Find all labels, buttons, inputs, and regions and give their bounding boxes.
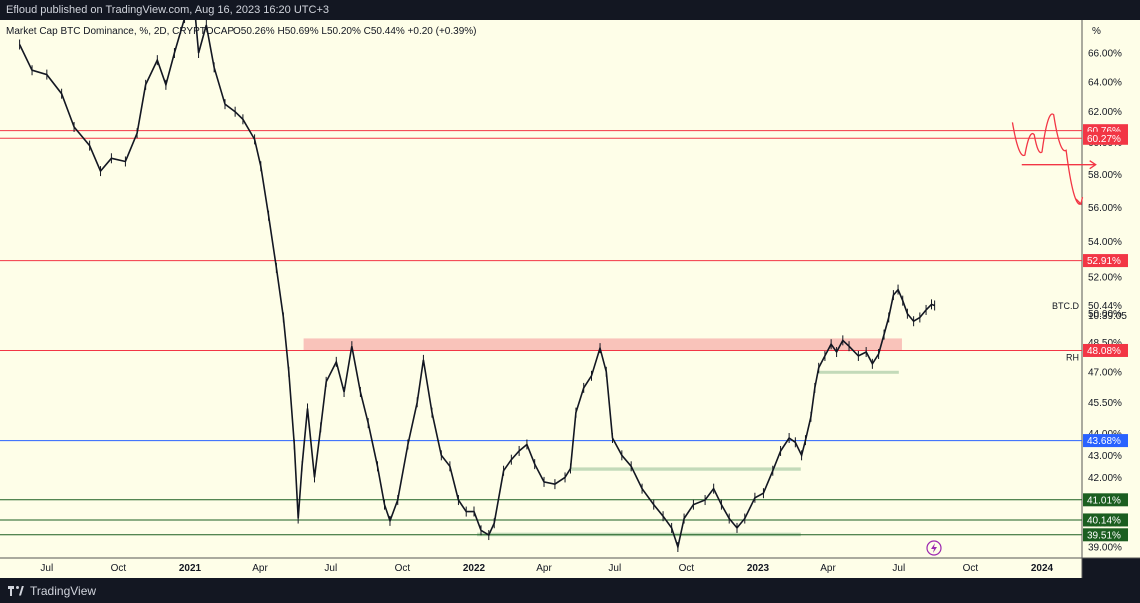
x-tick-label: Jul bbox=[892, 563, 905, 574]
x-tick-label: 2022 bbox=[463, 563, 486, 574]
x-tick-label: Apr bbox=[252, 563, 268, 574]
level-price-label: 48.08% bbox=[1087, 346, 1121, 357]
level-price-tag bbox=[1083, 513, 1128, 527]
y-tick-label: 62.00% bbox=[1088, 107, 1122, 118]
lightning-icon[interactable] bbox=[926, 540, 942, 556]
footer-bar: TradingView bbox=[0, 578, 1140, 603]
projection-arrowhead bbox=[1075, 196, 1084, 206]
published-line: Efloud published on TradingView.com, Aug… bbox=[0, 0, 1140, 20]
y-tick-label: 45.50% bbox=[1088, 398, 1122, 409]
y-tick-label: 39.00% bbox=[1088, 543, 1122, 554]
x-tick-label: Jul bbox=[608, 563, 621, 574]
x-tick-label: Oct bbox=[679, 563, 695, 574]
plot-background bbox=[0, 20, 1082, 558]
projection-path bbox=[1011, 113, 1082, 205]
y-tick-label: 54.00% bbox=[1088, 237, 1122, 248]
x-tick-label: Jul bbox=[40, 563, 53, 574]
zone-rect bbox=[817, 370, 899, 374]
level-price-label: 39.51% bbox=[1087, 530, 1121, 541]
level-price-label: 41.01% bbox=[1087, 495, 1121, 506]
level-price-label: 43.68% bbox=[1087, 436, 1121, 447]
x-tick-label: 2023 bbox=[747, 563, 770, 574]
x-tick-label: Apr bbox=[536, 563, 552, 574]
legend-ohlc: O50.26% H50.69% L50.20% C50.44% +0.20 (+… bbox=[233, 26, 477, 37]
y-tick-label: 58.00% bbox=[1088, 170, 1122, 181]
x-tick-label: Jul bbox=[324, 563, 337, 574]
level-price-tag bbox=[1083, 131, 1128, 145]
level-price-label: 40.14% bbox=[1087, 515, 1121, 526]
zone-rect bbox=[570, 467, 801, 471]
level-price-label: 60.76% bbox=[1087, 126, 1121, 137]
y-tick-label: 47.00% bbox=[1088, 367, 1122, 378]
tradingview-logo-icon bbox=[8, 585, 24, 596]
countdown-label: 10:39:05 bbox=[1088, 311, 1127, 322]
y-tick-label: 56.00% bbox=[1088, 203, 1122, 214]
level-price-tag bbox=[1083, 343, 1128, 357]
level-price-tag bbox=[1083, 493, 1128, 507]
y-tick-label: 64.00% bbox=[1088, 77, 1122, 88]
level-price-tag bbox=[1083, 254, 1128, 268]
last-price-label: 50.44% bbox=[1088, 301, 1122, 312]
projection-target-arrowhead bbox=[1089, 160, 1097, 170]
chart-area[interactable]: 66.00%64.00%62.00%60.00%58.00%56.00%54.0… bbox=[0, 0, 1140, 578]
level-price-tag bbox=[1083, 528, 1128, 542]
level-price-label: 60.27% bbox=[1087, 134, 1121, 145]
tradingview-brand: TradingView bbox=[30, 583, 97, 598]
x-tick-label: Oct bbox=[395, 563, 411, 574]
x-tick-label: Oct bbox=[111, 563, 127, 574]
y-tick-label: 50.00% bbox=[1088, 309, 1122, 320]
level-price-label: 52.91% bbox=[1087, 256, 1121, 267]
price-axis-unit: % bbox=[1092, 26, 1101, 37]
y-tick-label: 48.50% bbox=[1088, 338, 1122, 349]
y-tick-label: 42.00% bbox=[1088, 473, 1122, 484]
level-price-tag bbox=[1083, 434, 1128, 448]
x-tick-label: Apr bbox=[820, 563, 836, 574]
x-tick-label: 2021 bbox=[179, 563, 202, 574]
y-tick-label: 66.00% bbox=[1088, 49, 1122, 60]
price-chart[interactable]: 66.00%64.00%62.00%60.00%58.00%56.00%54.0… bbox=[0, 0, 1140, 578]
y-tick-label: 43.00% bbox=[1088, 451, 1122, 462]
x-tick-label: 2024 bbox=[1031, 563, 1054, 574]
y-tick-label: 52.00% bbox=[1088, 272, 1122, 283]
series-name-label: BTC.D bbox=[1052, 301, 1080, 311]
time-axis-background bbox=[0, 558, 1082, 578]
level-tag-text: RH bbox=[1066, 352, 1079, 362]
price-axis-background bbox=[1082, 20, 1140, 558]
x-tick-label: Oct bbox=[963, 563, 979, 574]
legend-symbol: Market Cap BTC Dominance, %, 2D, CRYPTOC… bbox=[6, 26, 234, 37]
zone-rect bbox=[303, 338, 902, 351]
